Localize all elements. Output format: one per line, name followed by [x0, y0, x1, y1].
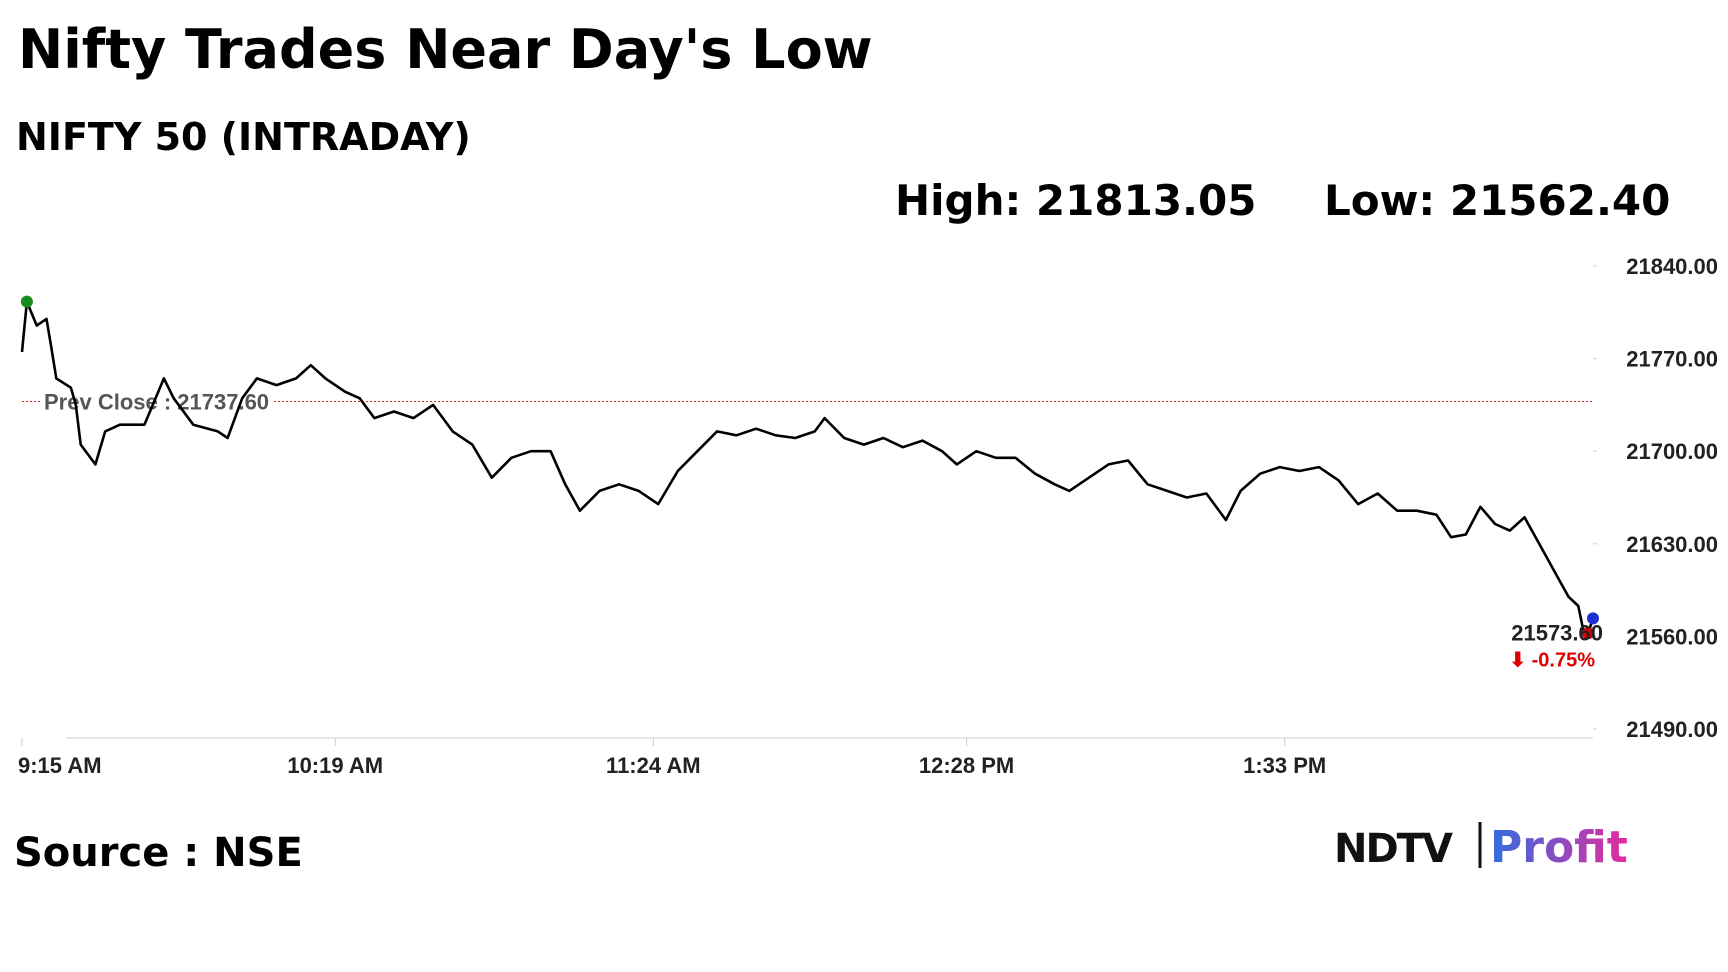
y-tick-label: 21840.00 — [1626, 254, 1718, 279]
last-dot — [1587, 612, 1599, 625]
logo-ndtv: NDTV — [1334, 826, 1453, 872]
x-tick-label: 9:15 AM — [18, 753, 102, 778]
y-tick-label: 21630.00 — [1626, 532, 1718, 557]
y-tick-label: 21700.00 — [1626, 439, 1718, 464]
last-value-label: 21573.60 — [1511, 620, 1603, 645]
price-line — [20, 300, 1595, 635]
y-tick-label: 21560.00 — [1626, 624, 1718, 649]
y-tick-label: 21490.00 — [1626, 717, 1718, 742]
x-tick-label: 12:28 PM — [919, 753, 1014, 778]
chart-subtitle: NIFTY 50 (INTRADAY) — [16, 115, 471, 159]
low-label: Low: 21562.40 — [1324, 176, 1670, 225]
prev-close-label-bg — [40, 387, 274, 417]
source: Source : NSE — [14, 830, 303, 876]
x-tick-label: 10:19 AM — [287, 753, 383, 778]
logo-profit: Profit — [1490, 822, 1628, 873]
high-dot — [20, 295, 33, 308]
chart-title: Nifty Trades Near Day's Low — [18, 18, 873, 81]
x-tick-label: 1:33 PM — [1243, 753, 1326, 778]
y-tick-label: 21770.00 — [1626, 347, 1718, 372]
change-label: ⬇ -0.75% — [1509, 649, 1595, 671]
high-label: High: 21813.05 — [895, 176, 1256, 225]
low-dot — [1582, 627, 1595, 640]
x-tick-label: 11:24 AM — [606, 753, 701, 778]
